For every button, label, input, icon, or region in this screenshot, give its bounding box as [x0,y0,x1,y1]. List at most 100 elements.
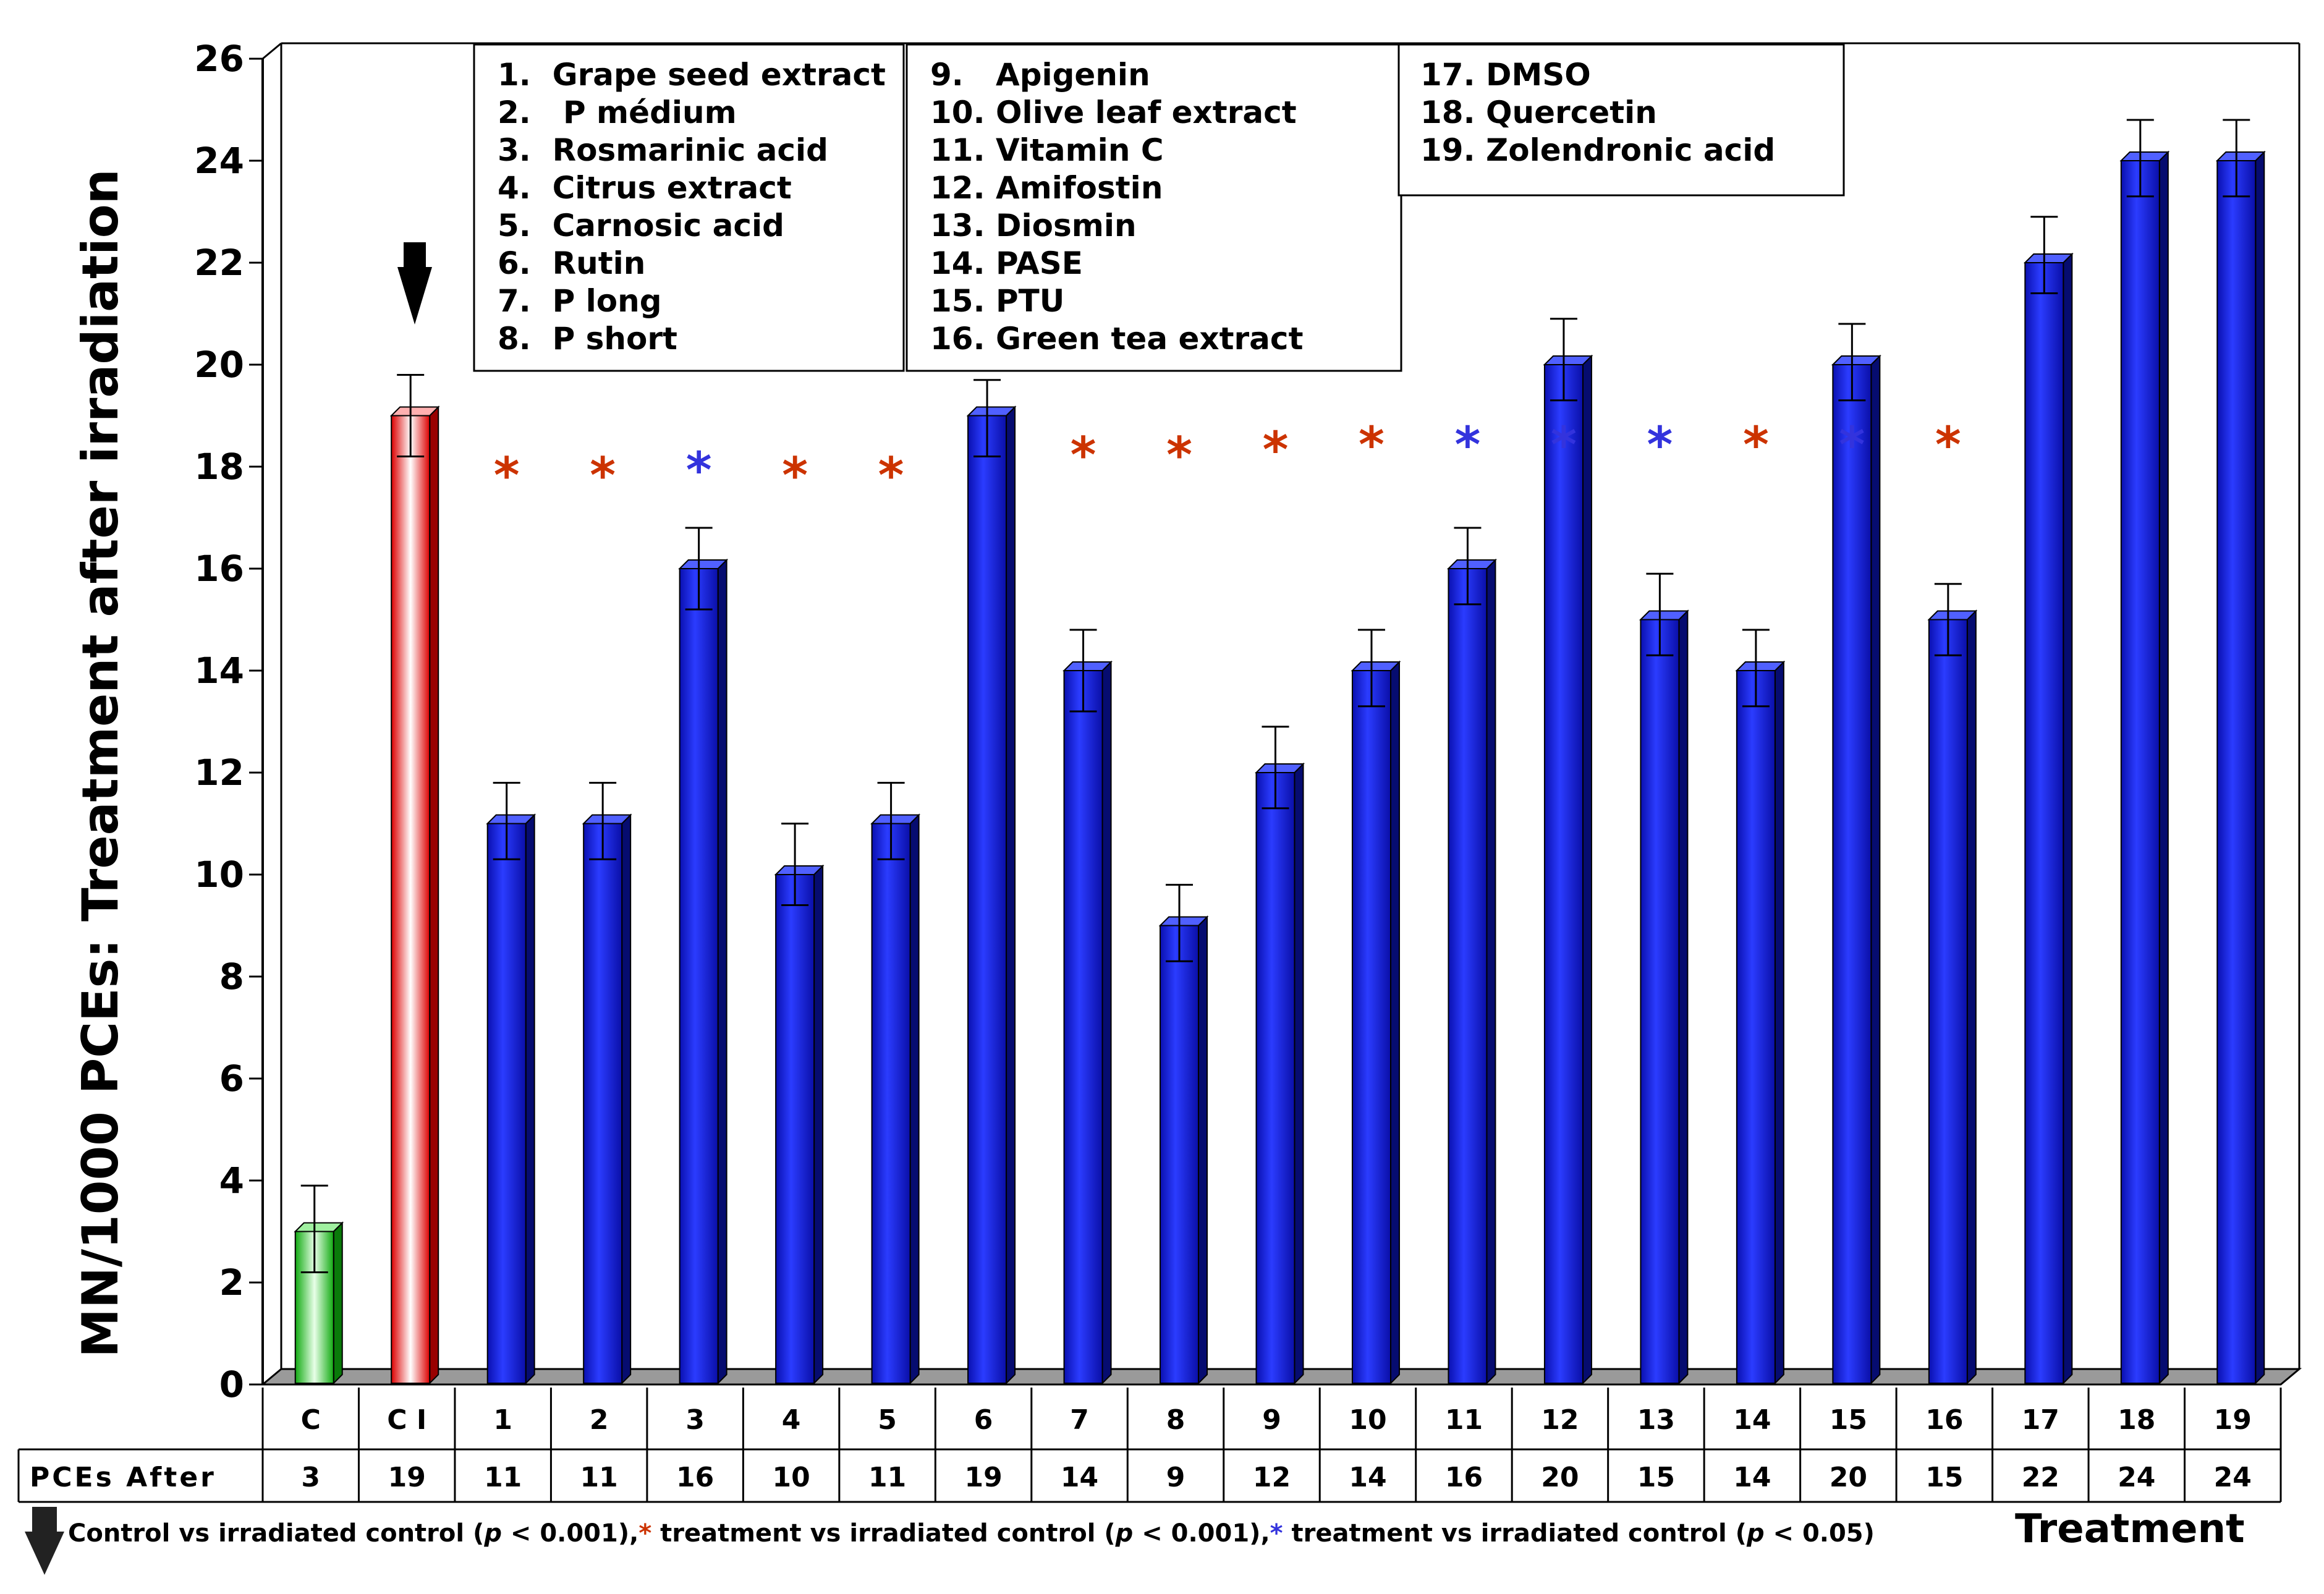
bar-front [391,415,431,1384]
bar-front [967,415,1007,1384]
y-tick-label: 12 [194,752,244,794]
category-label: 19 [2214,1404,2252,1436]
table-value: 14 [1061,1462,1098,1493]
bar-top [1255,763,1305,773]
bar-side [2063,252,2073,1385]
legend-item: 15. PTU [930,283,1064,319]
bar-side [1486,558,1496,1385]
error-bar [2223,119,2250,198]
bar-front [871,823,911,1384]
significance-star: * [1551,416,1577,473]
y-tick-label: 4 [219,1159,244,1202]
bar-side [525,813,535,1385]
bar-front [775,874,815,1384]
significance-star: * [590,447,616,504]
bar-top [2215,151,2266,161]
bar-top [1062,661,1113,671]
table-value: 20 [1830,1462,1867,1493]
category-label: C [301,1404,321,1436]
error-bar [1454,527,1482,606]
bar-top [678,559,729,569]
category-label: 17 [2022,1404,2059,1436]
error-bar [589,782,617,860]
bar-side [1870,354,1881,1385]
bar-front [679,568,719,1384]
bar-front [1063,670,1103,1384]
table-value: 15 [1637,1462,1675,1493]
bar-side [333,1221,343,1385]
significance-star: * [1359,416,1385,473]
bar-side [813,864,824,1385]
bar-top [1543,355,1593,365]
legend-item: 9. Apigenin [930,57,1150,93]
error-bar [2126,119,2154,198]
significance-star: * [1647,416,1673,473]
bar-13 [1639,609,1689,1385]
bar-front [1160,925,1200,1384]
error-bar [2030,216,2058,294]
category-label: 6 [974,1404,993,1436]
table-value: 22 [2022,1462,2059,1493]
error-bar [1069,629,1097,713]
legend-item: 13. Diosmin [930,208,1137,244]
table-value: 24 [2118,1462,2155,1493]
significance-markers: * * * * * * * * * * * * * * * [494,416,1961,504]
bar-front [1832,364,1872,1384]
y-tick-label: 8 [219,956,244,998]
category-label: 9 [1262,1404,1281,1436]
table-value: 16 [1445,1462,1483,1493]
bar-front [1736,670,1776,1384]
bar-front [1448,568,1488,1384]
error-bar [1262,726,1289,810]
x-axis-label: Treatment [2015,1506,2245,1552]
bar-front [486,823,527,1384]
table-value: 20 [1541,1462,1579,1493]
bar-side [429,405,439,1385]
bar-3 [678,558,729,1385]
bar-side [909,813,920,1385]
table-value: 14 [1733,1462,1771,1493]
significance-star: * [494,447,520,504]
bar-top [1831,355,1881,365]
y-tick-label: 0 [219,1363,244,1405]
bar-front [583,823,623,1384]
table-value: 14 [1349,1462,1386,1493]
y-tick-label: 26 [194,38,244,80]
down-arrow-icon [397,242,432,324]
category-label: 7 [1070,1404,1089,1436]
bar-side [2255,150,2265,1385]
table-value: 19 [388,1462,426,1493]
significance-star: * [1071,426,1096,484]
bar-top [1639,610,1689,621]
error-bar [300,1184,328,1273]
bar-10 [1351,660,1401,1385]
y-tick-label: 6 [219,1058,244,1100]
category-label: 4 [782,1404,801,1436]
bar-top [774,865,825,875]
error-bar [1742,629,1770,708]
table-value: 19 [964,1462,1002,1493]
bar-top [966,406,1017,417]
bar-front [1351,670,1391,1384]
bar-top [2023,253,2074,263]
bar-front [2120,160,2160,1384]
error-bars [300,119,2250,1273]
error-bar [877,782,905,860]
category-label: 11 [1445,1404,1483,1436]
category-label: 8 [1166,1404,1185,1436]
y-tick-label: 22 [194,242,244,284]
footnote: Control vs irradiated control (p < 0.001… [25,1506,2245,1575]
category-label: 16 [1925,1404,1963,1436]
bar-1 [486,813,536,1385]
category-label: 13 [1637,1404,1675,1436]
bar-side [1006,405,1016,1385]
table-value: 11 [868,1462,906,1493]
legend-item: 1. Grape seed extract [498,57,886,93]
bar-top [2119,151,2170,161]
significance-star: * [1166,426,1192,484]
bar-front [2216,160,2257,1384]
